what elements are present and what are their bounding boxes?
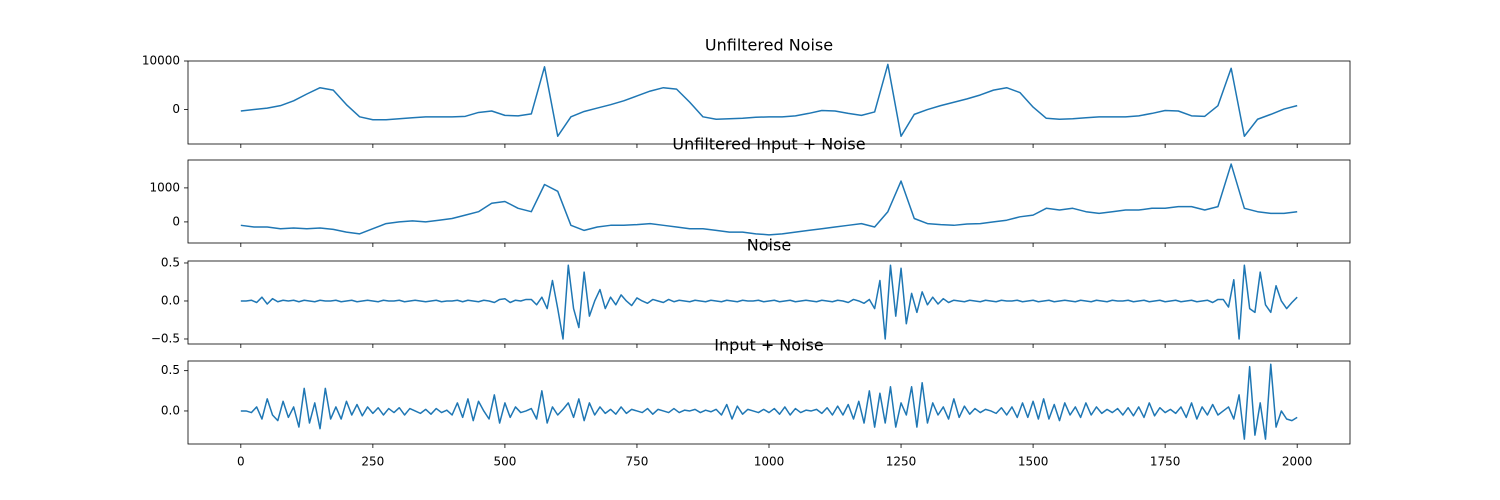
x-tick-label: 750: [626, 455, 649, 469]
subplot-title: Unfiltered Noise: [705, 36, 833, 55]
y-tick-label: 1000: [149, 180, 180, 194]
x-tick-label: 250: [361, 455, 384, 469]
y-tick-label: −0.5: [151, 331, 180, 345]
x-tick-label: 0: [237, 455, 245, 469]
subplot-title: Input + Noise: [714, 336, 823, 355]
y-tick-label: 0.0: [161, 403, 180, 417]
x-tick-label: 500: [493, 455, 516, 469]
axes-frame: [187, 360, 1351, 445]
x-tick-label: 1750: [1150, 455, 1181, 469]
data-line: [240, 363, 1298, 440]
x-tick-label: 1250: [886, 455, 917, 469]
y-tick-label: 0.5: [161, 255, 180, 269]
y-tick-label: 0: [172, 102, 180, 116]
axes-frame: [187, 60, 1351, 145]
data-line: [240, 63, 1298, 137]
data-line: [240, 163, 1298, 236]
y-tick-label: 0.5: [161, 363, 180, 377]
y-tick-label: 0: [172, 214, 180, 228]
x-tick-label: 1000: [754, 455, 785, 469]
subplot-title: Noise: [747, 236, 791, 255]
y-tick-label: 0.0: [161, 293, 180, 307]
x-tick-label: 2000: [1282, 455, 1313, 469]
subplot-title: Unfiltered Input + Noise: [672, 135, 865, 154]
data-line: [240, 264, 1298, 340]
x-tick-label: 1500: [1018, 455, 1049, 469]
y-tick-label: 10000: [142, 54, 180, 68]
axes-frame: [187, 260, 1351, 345]
axes-frame: [187, 159, 1351, 244]
